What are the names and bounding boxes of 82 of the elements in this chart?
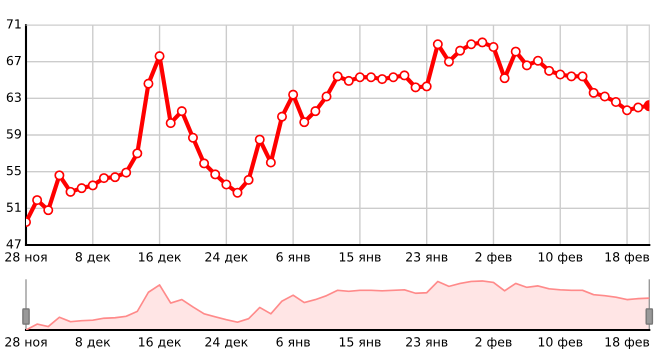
point (522, 60, 532, 70)
point (344, 76, 354, 86)
x-tick-label: 8 дек (76, 252, 110, 264)
point (88, 180, 98, 190)
point (354, 72, 365, 82)
point (544, 66, 554, 76)
point (477, 37, 488, 48)
x-tick-label: 16 дек (139, 337, 182, 348)
y-tick-label: 51 (6, 202, 21, 212)
x-tick-label: 18 фев (606, 337, 650, 350)
point (121, 168, 132, 178)
point (98, 173, 109, 184)
point (232, 188, 242, 198)
point (166, 118, 176, 128)
point (244, 174, 254, 185)
x-tick-label: 28 ноя (5, 252, 47, 262)
point (566, 71, 576, 82)
point (366, 72, 376, 82)
point (210, 169, 220, 180)
point (500, 73, 510, 84)
x-tick-label: 6 янв (276, 252, 310, 262)
point (455, 46, 466, 56)
point (76, 183, 87, 194)
x-tick-label: 2 фев (476, 337, 512, 350)
x-tick-label: 24 дек (205, 252, 248, 264)
y-tick-label: 67 (6, 56, 21, 66)
x-tick-label: 23 янв (406, 252, 448, 262)
x-tick-label: 16 дек (139, 252, 182, 264)
point (588, 88, 599, 98)
point (288, 90, 298, 100)
point (410, 82, 421, 92)
y-tick-label: 59 (6, 129, 21, 139)
point (555, 70, 566, 80)
point (510, 46, 521, 57)
point (66, 186, 76, 197)
y-tick-label: 63 (6, 92, 21, 102)
x-tick-label: 18 фев (606, 252, 650, 264)
point (176, 106, 187, 116)
point (610, 97, 621, 107)
point (377, 74, 388, 84)
point (266, 158, 276, 168)
y-tick-label: 47 (6, 239, 21, 248)
point (299, 117, 310, 128)
point (322, 92, 332, 102)
point (466, 39, 476, 50)
point (633, 102, 644, 112)
x-tick-label: 24 дек (205, 337, 248, 348)
point (622, 105, 632, 116)
point (532, 56, 543, 66)
x-tick-label: 15 янв (340, 252, 381, 262)
point (488, 42, 498, 52)
point (332, 71, 343, 82)
point (444, 56, 454, 67)
point (254, 134, 265, 145)
point (32, 195, 42, 206)
point (154, 51, 165, 62)
point (54, 170, 64, 180)
x-tick-label: 8 дек (76, 337, 110, 348)
x-tick-label: 23 янв (406, 337, 448, 347)
point (578, 71, 588, 82)
point (422, 81, 432, 92)
x-tick-label: 10 фев (538, 337, 582, 350)
point (221, 180, 232, 190)
point (188, 132, 198, 143)
x-tick-label: 15 янв (340, 337, 381, 347)
point (600, 92, 610, 102)
y-tick-label: 55 (6, 166, 21, 176)
point (310, 106, 320, 116)
x-tick-label: 28 ноя (5, 337, 47, 347)
point (199, 158, 210, 168)
point (388, 72, 398, 82)
point (432, 39, 443, 50)
point (143, 78, 154, 89)
point (276, 112, 287, 122)
point (132, 148, 142, 158)
x-tick-label: 6 янв (276, 337, 310, 347)
y-tick-label: 71 (6, 19, 21, 28)
point (399, 70, 410, 80)
x-tick-label: 10 фев (538, 252, 582, 264)
point (110, 172, 120, 182)
x-tick-label: 2 фев (476, 252, 512, 264)
point (43, 205, 54, 216)
